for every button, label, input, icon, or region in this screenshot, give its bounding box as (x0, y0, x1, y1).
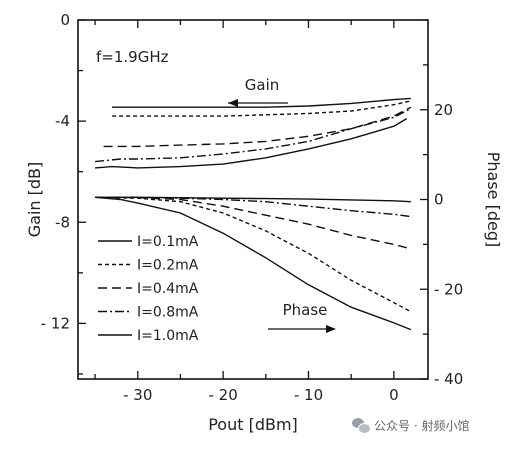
x-tick-label: - 10 (294, 386, 323, 404)
series-5-phase-line (95, 196, 412, 331)
series-4-phase-line (95, 196, 411, 218)
series-2-phase-line (95, 196, 412, 313)
y-right-tick-label: 0 (434, 191, 444, 209)
x-axis-title: Pout [dBm] (208, 415, 298, 434)
plot-frame (77, 19, 429, 380)
y-left-tick-label: -8 (55, 213, 70, 231)
y-left-tick-label: -4 (55, 112, 70, 130)
y-right-tick-label: - 20 (434, 280, 463, 298)
phase-arrow-head (326, 325, 336, 333)
legend-label-1: I=0.1mA (137, 234, 199, 250)
frequency-annotation: f=1.9GHz (96, 48, 169, 66)
legend-label-3: I=0.4mA (137, 281, 199, 297)
y-left-axis-title: Gain [dB] (25, 162, 44, 238)
gain-arrow-head (228, 99, 238, 107)
series-3-gain-line (103, 106, 412, 148)
y-left-tick-label: - 12 (41, 314, 70, 332)
legend-label-2: I=0.2mA (137, 258, 199, 274)
x-tick-label: 0 (389, 386, 399, 404)
x-tick-label: - 20 (208, 386, 237, 404)
y-right-tick-label: - 40 (434, 370, 463, 388)
legend-label-5: I=1.0mA (137, 328, 199, 344)
y-right-tick-label: 20 (434, 101, 453, 119)
legend-label-4: I=0.8mA (137, 305, 199, 321)
y-right-axis-title: Phase [deg] (484, 152, 503, 248)
y-left-tick-label: 0 (60, 11, 70, 29)
watermark-text: 公众号 · 射频小馆 (374, 418, 470, 433)
phase-annotation: Phase (283, 301, 328, 319)
wechat-icon (352, 417, 371, 434)
series-5-gain-line (95, 117, 408, 169)
gain-annotation: Gain (245, 76, 280, 94)
x-tick-label: - 30 (123, 386, 152, 404)
series-4-gain-line (95, 107, 412, 163)
series-2-gain-line (112, 100, 412, 117)
series-1-gain-line (112, 97, 411, 108)
watermark: 公众号 · 射频小馆 (352, 414, 469, 436)
